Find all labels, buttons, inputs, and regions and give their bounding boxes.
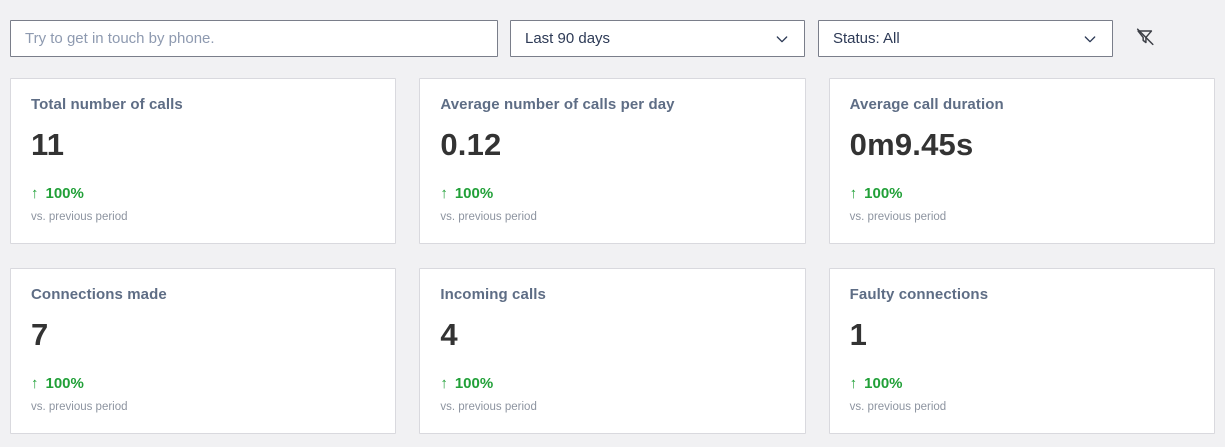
filter-off-icon [1134, 26, 1156, 51]
card-title: Faulty connections [849, 286, 989, 303]
card-value: 0m9.45s [849, 127, 974, 162]
stat-card-incoming-calls: Incoming calls 4 ↑ 100% vs. previous per… [419, 268, 806, 434]
card-title: Connections made [31, 286, 167, 303]
comparison-caption: vs. previous period [31, 401, 128, 413]
status-value: Status: All [833, 30, 900, 47]
filter-toolbar: Last 90 days Status: All [10, 20, 1215, 57]
clear-filters-button[interactable] [1130, 24, 1160, 54]
stat-card-connections-made: Connections made 7 ↑ 100% vs. previous p… [10, 268, 397, 434]
card-value: 11 [31, 127, 65, 162]
delta-badge: ↑ 100% [850, 375, 1194, 392]
card-value: 7 [31, 317, 49, 352]
calls-dashboard: Last 90 days Status: All [10, 20, 1215, 434]
stats-grid: Total number of calls 11 ↑ 100% vs. prev… [10, 78, 1215, 434]
delta-value: 100% [864, 185, 903, 202]
delta-badge: ↑ 100% [850, 185, 1194, 202]
comparison-caption: vs. previous period [849, 401, 947, 413]
delta-badge: ↑ 100% [440, 185, 784, 202]
stat-card-faulty-connections: Faulty connections 1 ↑ 100% vs. previous… [828, 268, 1215, 434]
delta-value: 100% [864, 375, 903, 392]
card-value: 1 [849, 317, 868, 352]
card-title: Average call duration [849, 96, 1004, 113]
comparison-caption: vs. previous period [849, 211, 947, 223]
card-title: Average number of calls per day [440, 96, 675, 113]
card-title: Total number of calls [31, 96, 183, 113]
arrow-up-icon: ↑ [849, 185, 858, 202]
arrow-up-icon: ↑ [31, 185, 39, 202]
date-range-select[interactable]: Last 90 days [510, 20, 805, 57]
status-select[interactable]: Status: All [818, 20, 1113, 57]
arrow-up-icon: ↑ [849, 375, 858, 392]
stat-card-avg-call-duration: Average call duration 0m9.45s ↑ 100% vs.… [828, 78, 1215, 244]
date-range-value: Last 90 days [525, 30, 611, 47]
delta-badge: ↑ 100% [31, 375, 375, 392]
delta-value: 100% [454, 185, 494, 202]
delta-badge: ↑ 100% [440, 375, 784, 392]
chevron-down-icon [1082, 31, 1098, 47]
arrow-up-icon: ↑ [440, 185, 448, 202]
comparison-caption: vs. previous period [440, 401, 537, 413]
stat-card-avg-calls-per-day: Average number of calls per day 0.12 ↑ 1… [419, 78, 806, 244]
stat-card-total-calls: Total number of calls 11 ↑ 100% vs. prev… [10, 78, 397, 244]
arrow-up-icon: ↑ [440, 375, 448, 392]
delta-value: 100% [45, 185, 84, 202]
search-input[interactable] [10, 20, 498, 57]
comparison-caption: vs. previous period [440, 211, 537, 223]
arrow-up-icon: ↑ [31, 375, 39, 392]
card-value: 0.12 [440, 127, 502, 162]
delta-value: 100% [454, 375, 494, 392]
delta-value: 100% [45, 375, 84, 392]
card-title: Incoming calls [440, 286, 546, 303]
card-value: 4 [440, 317, 458, 352]
chevron-down-icon [774, 31, 790, 47]
delta-badge: ↑ 100% [31, 185, 375, 202]
comparison-caption: vs. previous period [31, 211, 128, 223]
